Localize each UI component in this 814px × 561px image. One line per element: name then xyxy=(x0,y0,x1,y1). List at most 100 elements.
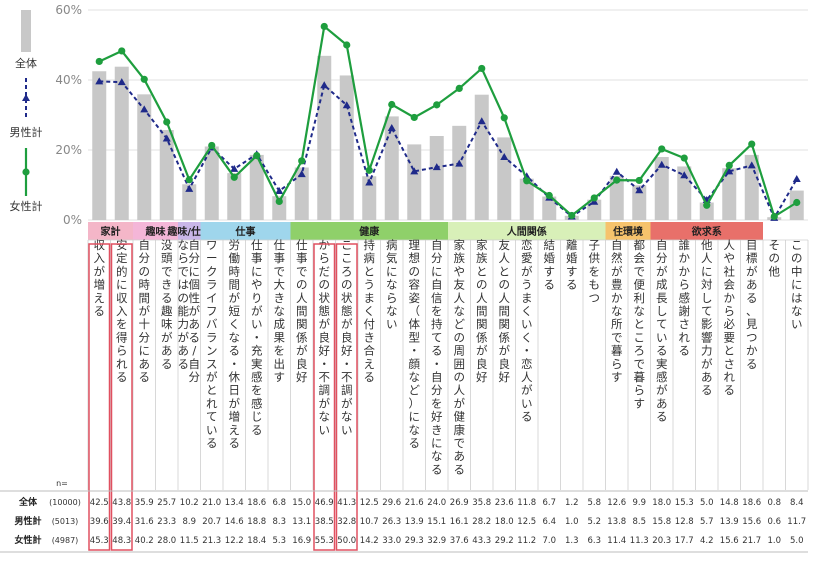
table-cell: 13.1 xyxy=(292,517,311,527)
category-label-char: 好 xyxy=(499,370,511,384)
category-label-char: い xyxy=(206,423,218,437)
bar-total xyxy=(632,185,647,220)
table-cell: 28.0 xyxy=(157,536,176,546)
category-label-char: さ xyxy=(679,317,691,331)
category-label-char: ス xyxy=(206,357,218,371)
table-cell: 18.6 xyxy=(247,498,266,508)
category-label-char: 信 xyxy=(431,291,443,305)
table-cell: 14.2 xyxy=(360,536,379,546)
category-label-char: つ xyxy=(746,330,758,344)
category-label-char: が xyxy=(319,396,331,410)
point-male xyxy=(680,171,689,179)
category-label-char: の xyxy=(454,330,466,344)
table-cell: 24.0 xyxy=(427,498,446,508)
category-label-char: 入 xyxy=(94,251,106,265)
category-label-char: に xyxy=(251,264,263,278)
category-label-char: 都 xyxy=(634,238,646,252)
category-label-char: 不 xyxy=(319,370,331,384)
category-label-char: 収 xyxy=(116,291,128,305)
category-label-char: 他 xyxy=(701,238,713,252)
category-label-char: 充 xyxy=(251,344,263,358)
bar-total xyxy=(654,157,669,220)
category-label-char: つ xyxy=(589,291,601,305)
category-label-char: 好 xyxy=(319,344,331,358)
category-label-char: る xyxy=(431,462,443,476)
category-label-char: 自 xyxy=(431,370,443,384)
table-cell: 0.8 xyxy=(767,498,781,508)
category-label-char: 病 xyxy=(386,238,398,252)
category-label-char: 分 xyxy=(431,383,443,397)
table-cell: 35.9 xyxy=(135,498,154,508)
table-cell: 8.4 xyxy=(790,498,804,508)
category-label-char: 良 xyxy=(341,330,353,344)
category-label-char: を xyxy=(431,396,443,410)
category-label-char: が xyxy=(296,344,308,358)
table-cell: 18.0 xyxy=(652,498,671,508)
category-label-char: 日 xyxy=(229,383,241,397)
point-male xyxy=(635,186,644,194)
bar-total xyxy=(519,178,534,220)
category-label-char: る xyxy=(746,357,758,371)
table-cell: 12.2 xyxy=(225,536,244,546)
table-cell: 18.0 xyxy=(495,517,514,527)
category-label-char: 得 xyxy=(116,330,128,344)
category-label-char: 自 xyxy=(189,238,201,252)
category-label-char: 成 xyxy=(656,278,668,292)
table-cell: 33.0 xyxy=(382,536,401,546)
category-label-char: 子 xyxy=(589,238,601,252)
series-line-male xyxy=(99,80,798,221)
category-label-char: 自 xyxy=(611,238,623,252)
point-female xyxy=(770,212,778,221)
category-label-char: が xyxy=(499,344,511,358)
table-cell: 37.6 xyxy=(450,536,469,546)
category-label-char: が xyxy=(341,396,353,410)
table-cell: 11.2 xyxy=(517,536,536,546)
category-label-char: 社 xyxy=(724,264,736,278)
table-cell: 12.5 xyxy=(360,498,379,508)
category-label-char: る xyxy=(701,383,713,397)
category-label-char: 人 xyxy=(499,291,511,305)
y-tick-label: 60% xyxy=(55,3,82,17)
category-label-char: え xyxy=(364,357,376,371)
category-label-char: 味 xyxy=(161,317,173,331)
category-label-char: 離 xyxy=(566,238,578,252)
category-label-char: る xyxy=(521,410,533,424)
category-label-char: の xyxy=(791,251,803,265)
category-label-char: 、 xyxy=(746,304,758,318)
category-label-char: き xyxy=(364,330,376,344)
category-label-char: 実 xyxy=(656,357,668,371)
category-label-char: す xyxy=(544,264,556,278)
legend-label-male: 男性計 xyxy=(10,125,43,139)
highlight-box xyxy=(335,243,358,551)
category-label-char: 事 xyxy=(274,251,286,265)
category-label-char: る xyxy=(229,344,241,358)
category-label-char: の xyxy=(476,278,488,292)
category-label-char: る xyxy=(94,304,106,318)
category-label-char: い xyxy=(521,396,533,410)
category-label-char: 良 xyxy=(296,357,308,371)
table-cell: 25.7 xyxy=(157,498,176,508)
category-label-char: る xyxy=(431,344,443,358)
table-cell: 41.3 xyxy=(337,498,356,508)
category-label-char: き xyxy=(274,291,286,305)
category-label-char: か xyxy=(679,264,691,278)
category-label-char: で xyxy=(634,264,646,278)
category-label-char: 的 xyxy=(116,264,128,278)
category-label-char: を xyxy=(589,264,601,278)
table-cell: 15.0 xyxy=(292,498,311,508)
table-cell: 31.6 xyxy=(135,517,154,527)
table-cell: 20.7 xyxy=(202,517,221,527)
category-label-char: 要 xyxy=(724,330,736,344)
category-label-char: 感 xyxy=(251,396,263,410)
group-header xyxy=(650,222,763,240)
category-label-char: 状 xyxy=(341,291,353,305)
category-label-char: な xyxy=(791,304,803,318)
category-label-char: や xyxy=(251,278,263,292)
category-label-char: 仕 xyxy=(274,238,286,252)
table-cell: 15.3 xyxy=(675,498,694,508)
legend-marker-female xyxy=(22,168,30,176)
category-label-char: あ xyxy=(746,278,758,292)
category-label-char: で xyxy=(454,436,466,450)
category-label-char: 間 xyxy=(296,304,308,318)
category-label-char: に xyxy=(791,278,803,292)
